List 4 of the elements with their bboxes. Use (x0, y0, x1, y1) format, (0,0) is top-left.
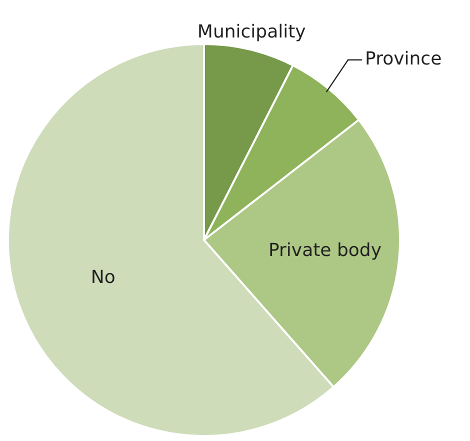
slice-label: Municipality (197, 21, 306, 42)
slice-label: Private body (268, 240, 382, 262)
slice-label: Province (365, 48, 442, 70)
slice-label: No (90, 266, 116, 288)
